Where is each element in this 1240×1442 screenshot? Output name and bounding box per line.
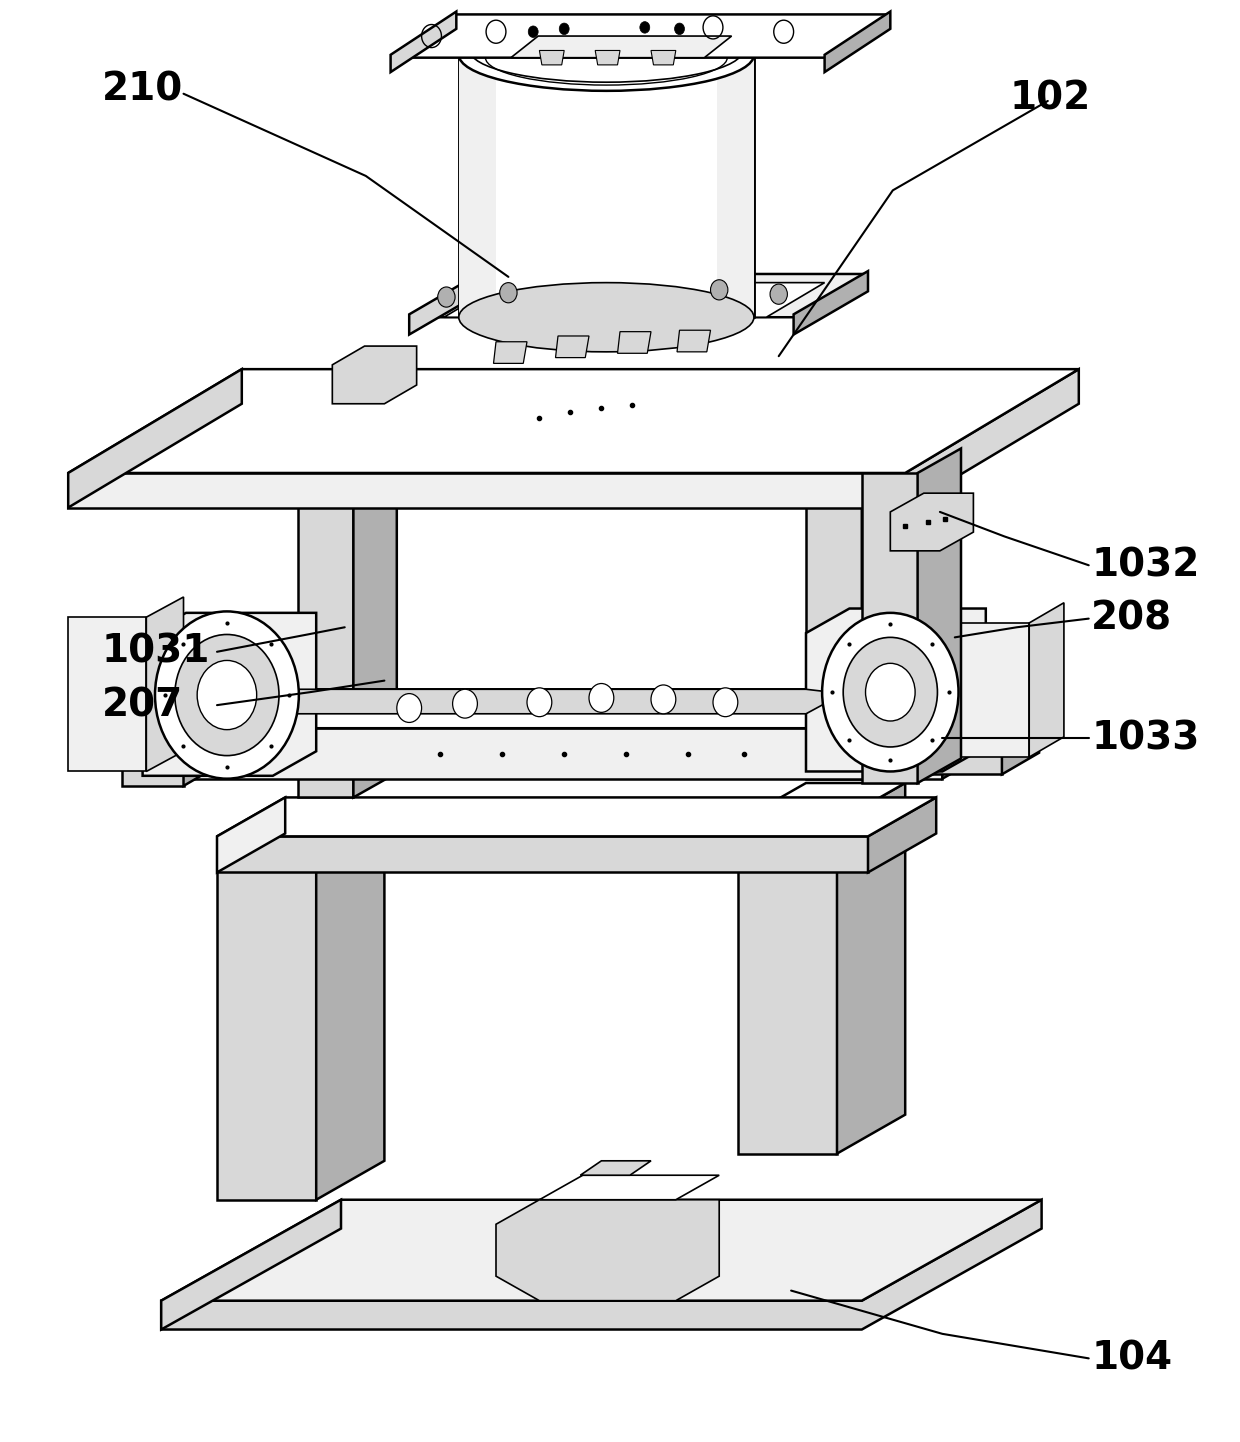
Polygon shape — [556, 336, 589, 358]
Polygon shape — [353, 434, 397, 797]
Circle shape — [527, 688, 552, 717]
Polygon shape — [595, 50, 620, 65]
Circle shape — [438, 287, 455, 307]
Polygon shape — [260, 689, 843, 714]
Text: 208: 208 — [1091, 600, 1172, 637]
Circle shape — [589, 684, 614, 712]
Polygon shape — [862, 401, 905, 779]
Polygon shape — [862, 473, 918, 783]
Polygon shape — [316, 829, 384, 1200]
Polygon shape — [161, 1200, 341, 1330]
Polygon shape — [942, 689, 1011, 779]
Polygon shape — [136, 689, 1011, 728]
Polygon shape — [136, 728, 942, 779]
Polygon shape — [494, 342, 527, 363]
Polygon shape — [68, 369, 242, 508]
Circle shape — [843, 637, 937, 747]
Polygon shape — [68, 369, 1079, 473]
Circle shape — [500, 283, 517, 303]
Polygon shape — [868, 797, 936, 872]
Polygon shape — [936, 623, 1029, 757]
Text: 207: 207 — [102, 686, 184, 724]
Polygon shape — [618, 332, 651, 353]
Polygon shape — [580, 1161, 651, 1175]
Polygon shape — [444, 283, 825, 317]
Polygon shape — [217, 836, 868, 872]
Polygon shape — [161, 1200, 1042, 1330]
Polygon shape — [217, 797, 936, 836]
Circle shape — [155, 611, 299, 779]
Polygon shape — [146, 597, 184, 771]
Polygon shape — [738, 822, 837, 1154]
Circle shape — [770, 284, 787, 304]
Polygon shape — [837, 783, 905, 1154]
Circle shape — [175, 634, 279, 756]
Polygon shape — [298, 459, 353, 797]
Text: 1033: 1033 — [1091, 720, 1199, 757]
Polygon shape — [68, 617, 146, 771]
Polygon shape — [122, 707, 184, 786]
Circle shape — [453, 689, 477, 718]
Polygon shape — [1002, 673, 1039, 774]
Circle shape — [559, 23, 569, 35]
Polygon shape — [905, 369, 1079, 508]
Circle shape — [711, 280, 728, 300]
Polygon shape — [143, 613, 316, 776]
Polygon shape — [1029, 603, 1064, 757]
Polygon shape — [890, 493, 973, 551]
Circle shape — [651, 685, 676, 714]
Polygon shape — [738, 783, 905, 822]
Polygon shape — [794, 271, 868, 335]
Text: 104: 104 — [1091, 1340, 1172, 1377]
Circle shape — [197, 660, 257, 730]
Polygon shape — [511, 36, 732, 58]
Polygon shape — [496, 1200, 719, 1301]
Polygon shape — [539, 1175, 719, 1200]
Polygon shape — [122, 685, 221, 707]
Circle shape — [822, 613, 959, 771]
Polygon shape — [677, 330, 711, 352]
Text: 1032: 1032 — [1091, 547, 1199, 584]
Polygon shape — [68, 473, 905, 508]
Polygon shape — [825, 12, 890, 72]
Polygon shape — [217, 797, 285, 872]
Circle shape — [640, 22, 650, 33]
Polygon shape — [136, 689, 205, 779]
Polygon shape — [918, 448, 961, 783]
Polygon shape — [806, 609, 986, 771]
Polygon shape — [806, 425, 862, 779]
Polygon shape — [717, 55, 754, 317]
Polygon shape — [332, 346, 417, 404]
Circle shape — [397, 694, 422, 722]
Polygon shape — [459, 55, 754, 317]
Polygon shape — [932, 695, 1002, 774]
Text: 1031: 1031 — [102, 633, 210, 671]
Polygon shape — [184, 685, 221, 786]
Polygon shape — [391, 14, 890, 58]
Text: 210: 210 — [102, 71, 184, 108]
Circle shape — [713, 688, 738, 717]
Polygon shape — [217, 829, 384, 868]
Circle shape — [675, 23, 684, 35]
Polygon shape — [539, 50, 564, 65]
Polygon shape — [459, 55, 496, 317]
Polygon shape — [217, 868, 316, 1200]
Ellipse shape — [459, 19, 754, 91]
Polygon shape — [391, 12, 456, 72]
Ellipse shape — [459, 283, 754, 352]
Polygon shape — [651, 50, 676, 65]
Polygon shape — [932, 673, 1039, 695]
Polygon shape — [161, 1200, 1042, 1301]
Circle shape — [528, 26, 538, 37]
Polygon shape — [409, 271, 484, 335]
Text: 102: 102 — [1009, 79, 1091, 117]
Circle shape — [866, 663, 915, 721]
Polygon shape — [409, 274, 868, 317]
